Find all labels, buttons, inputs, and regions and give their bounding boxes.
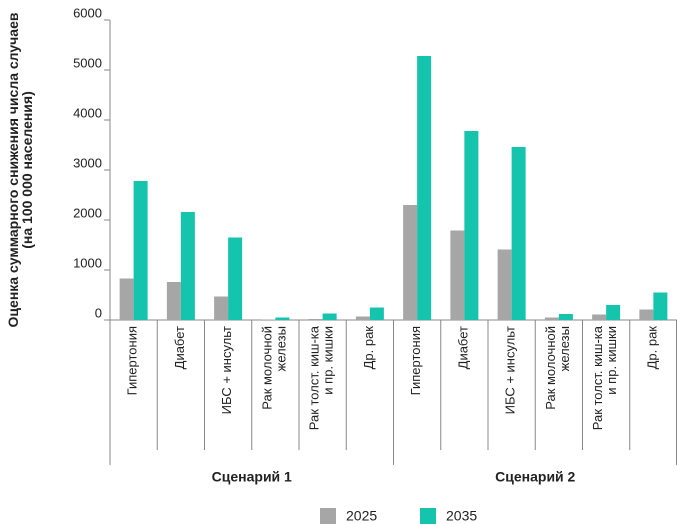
bar: [497, 249, 512, 320]
x-tick-label: Рак молочнойжелезы: [543, 326, 572, 410]
x-tick-label-line: Рак молочной: [543, 326, 558, 410]
bar: [592, 314, 607, 320]
y-axis-label-line: (на 100 000 населения): [19, 91, 35, 249]
bar: [558, 314, 573, 320]
y-tick-label: 1000: [73, 255, 102, 270]
bar: [308, 319, 323, 320]
group-label: Сценарий 1: [212, 469, 292, 485]
x-tick-label-line: железы: [557, 326, 572, 371]
bar: [653, 292, 668, 320]
x-tick-label-line: Др. рак: [361, 326, 376, 370]
legend-swatch: [420, 508, 436, 524]
x-tick-label: ИБС + инсульт: [503, 326, 518, 414]
x-tick-label-line: Диабет: [456, 326, 471, 369]
x-tick-label: ИБС + инсульт: [220, 326, 235, 414]
y-tick-label: 4000: [73, 105, 102, 120]
bar: [355, 316, 370, 320]
x-tick-label-line: Гипертония: [409, 326, 424, 395]
x-tick-label: Др. рак: [645, 326, 660, 370]
y-tick-label: 6000: [73, 5, 102, 20]
x-tick-label-line: Рак толст. киш-ка: [591, 325, 606, 430]
bar: [450, 230, 465, 320]
bar: [228, 237, 243, 320]
x-tick-label-line: и пр. кишки: [605, 326, 620, 395]
bar: [403, 205, 418, 320]
bar: [133, 181, 148, 320]
bar: [639, 309, 654, 320]
legend-swatch: [320, 508, 336, 524]
x-tick-label: Гипертония: [125, 326, 140, 395]
bar: [464, 131, 479, 320]
y-axis-label: Оценка суммарного снижения числа случаев…: [5, 12, 35, 327]
bar: [606, 305, 621, 320]
bar: [417, 56, 432, 320]
x-tick-label-line: Гипертония: [125, 326, 140, 395]
y-axis-label-line: Оценка суммарного снижения числа случаев: [5, 12, 21, 327]
x-tick-label-line: железы: [274, 326, 289, 371]
group-label: Сценарий 2: [495, 469, 575, 485]
bar: [214, 296, 229, 320]
bar: [261, 319, 276, 320]
bar: [369, 307, 384, 320]
x-tick-label: Рак толст. киш-каи пр. кишки: [591, 325, 620, 430]
y-tick-label: 3000: [73, 155, 102, 170]
x-tick-label-line: Рак молочной: [260, 326, 275, 410]
y-tick-label: 0: [95, 305, 102, 320]
x-tick-label: Др. рак: [361, 326, 376, 370]
x-tick-label: Рак молочнойжелезы: [260, 326, 289, 410]
y-tick-label: 5000: [73, 55, 102, 70]
x-tick-label-line: ИБС + инсульт: [220, 326, 235, 414]
bar: [322, 313, 337, 320]
x-tick-label: Диабет: [456, 326, 471, 369]
bar: [166, 282, 181, 320]
bar: [511, 147, 526, 320]
legend-label: 2035: [446, 508, 477, 524]
bar: [119, 278, 134, 320]
x-tick-label: Рак толст. киш-каи пр. кишки: [307, 325, 336, 430]
x-tick-label: Гипертония: [409, 326, 424, 395]
x-tick-label-line: и пр. кишки: [321, 326, 336, 395]
y-tick-label: 2000: [73, 205, 102, 220]
x-tick-label-line: Диабет: [172, 326, 187, 369]
x-tick-label-line: Др. рак: [645, 326, 660, 370]
bar: [544, 317, 559, 320]
x-tick-label-line: Рак толст. киш-ка: [307, 325, 322, 430]
bar: [180, 212, 195, 320]
bar: [275, 317, 290, 320]
legend-label: 2025: [346, 508, 377, 524]
x-tick-label: Диабет: [172, 326, 187, 369]
x-tick-label-line: ИБС + инсульт: [503, 326, 518, 414]
